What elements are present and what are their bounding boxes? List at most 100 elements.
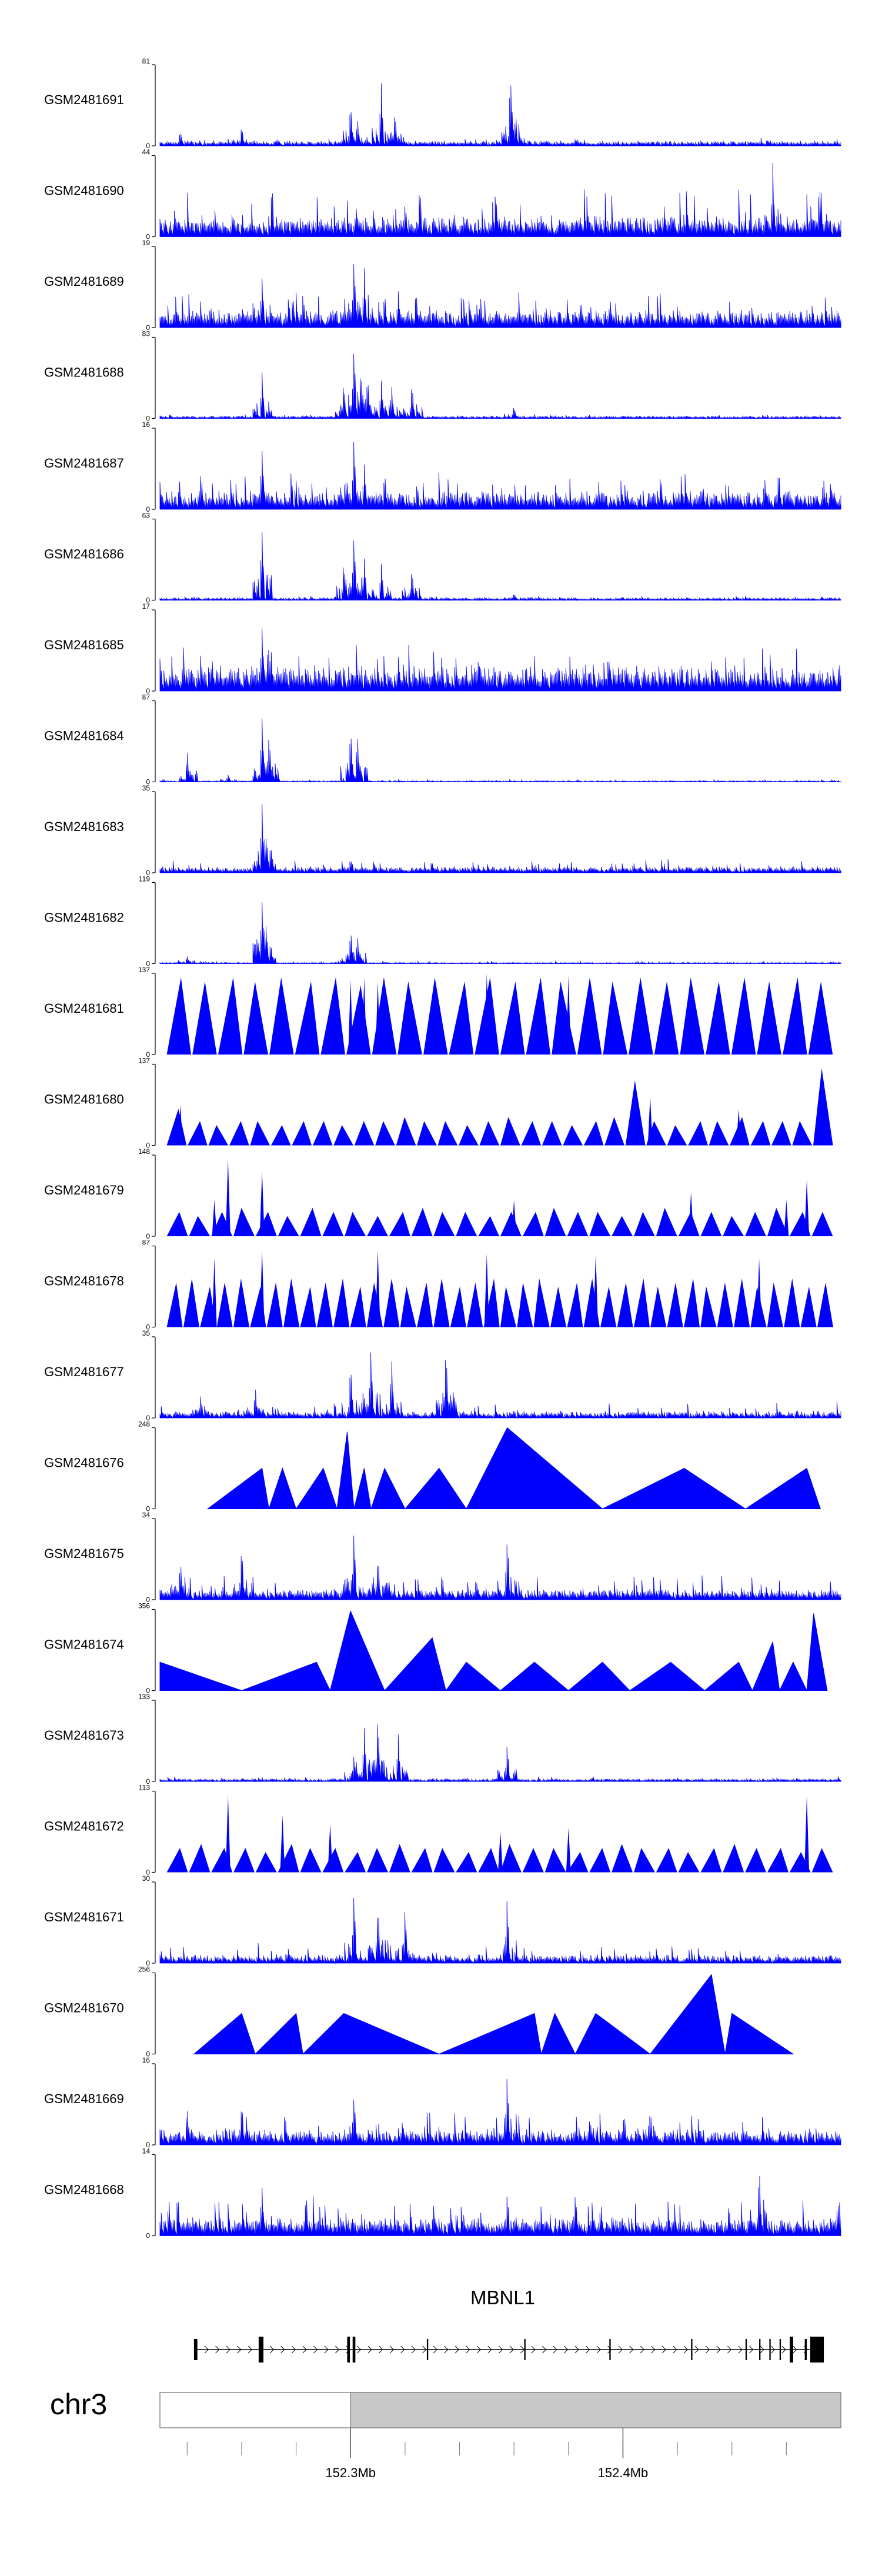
strand-arrow [302, 2345, 307, 2354]
y-min-label: 0 [146, 505, 150, 513]
track-GSM2481681: GSM2481681 137 0 [44, 966, 833, 1059]
signal-area [159, 353, 841, 420]
signal-spike [647, 1096, 653, 1146]
strand-arrow [455, 2345, 459, 2354]
strand-arrow [487, 2345, 492, 2354]
signal-area [159, 1610, 828, 1692]
track-GSM2481676: GSM2481676 248 0 [44, 1420, 821, 1513]
signal-area [159, 628, 841, 692]
signal-spike [804, 1179, 810, 1236]
y-max-label: 87 [142, 1239, 151, 1247]
strand-arrow [226, 2345, 230, 2354]
y-min-label: 0 [146, 2050, 150, 2058]
strand-arrow [389, 2345, 394, 2354]
signal-spike [212, 1258, 217, 1327]
track-name-label: GSM2481671 [44, 1910, 124, 1924]
y-min-label: 0 [146, 1142, 150, 1150]
exon [347, 2337, 350, 2363]
signal-spike [225, 1159, 230, 1236]
signal-spike [259, 1250, 265, 1327]
signal-area [159, 902, 841, 965]
signal-spike [804, 1795, 810, 1873]
track-name-label: GSM2481691 [44, 92, 124, 107]
track-name-label: GSM2481680 [44, 1092, 124, 1107]
strand-arrow [694, 2345, 699, 2354]
exon [759, 2339, 761, 2360]
signal-area [159, 1535, 841, 1601]
y-min-label: 0 [146, 778, 150, 786]
strand-arrow [749, 2345, 754, 2354]
exon [426, 2339, 429, 2360]
exon [609, 2339, 611, 2360]
strand-arrow [313, 2345, 318, 2354]
strand-arrow [280, 2345, 285, 2354]
x-tick-label: 152.3Mb [325, 2465, 376, 2480]
y-max-label: 44 [142, 148, 151, 156]
exon [769, 2339, 771, 2360]
track-name-label: GSM2481668 [44, 2183, 124, 2197]
strand-arrow [651, 2345, 656, 2354]
track-GSM2481673: GSM2481673 133 0 [44, 1693, 841, 1786]
y-min-label: 0 [146, 1777, 150, 1786]
track-GSM2481678: GSM2481678 87 0 [44, 1239, 833, 1332]
signal-area [193, 1974, 794, 2055]
strand-arrow [324, 2345, 329, 2354]
y-min-label: 0 [146, 2232, 150, 2240]
y-min-label: 0 [146, 687, 150, 695]
signal-area [159, 162, 841, 237]
signal-spike [178, 1105, 183, 1146]
strand-arrow [738, 2345, 743, 2354]
track-name-label: GSM2481686 [44, 547, 124, 562]
track-name-label: GSM2481677 [44, 1364, 124, 1379]
track-name-label: GSM2481676 [44, 1456, 124, 1470]
strand-arrow [586, 2345, 590, 2354]
track-name-label: GSM2481687 [44, 456, 124, 471]
track-GSM2481674: GSM2481674 356 0 [44, 1602, 828, 1695]
y-min-label: 0 [146, 1232, 150, 1240]
track-name-label: GSM2481674 [44, 1637, 124, 1652]
signal-spike [566, 1827, 571, 1873]
y-min-label: 0 [146, 1959, 150, 1967]
y-max-label: 356 [138, 1602, 150, 1610]
signal-spike [375, 1250, 380, 1327]
strand-arrow [400, 2345, 405, 2354]
y-min-label: 0 [146, 1505, 150, 1513]
track-GSM2481682: GSM2481682 119 0 [44, 875, 841, 968]
signal-spike [689, 1192, 694, 1236]
y-max-label: 148 [138, 1147, 150, 1156]
y-max-label: 81 [142, 57, 151, 65]
strand-arrow [531, 2345, 536, 2354]
signal-area [159, 1897, 841, 1964]
signal-area [159, 83, 841, 147]
signal-area [159, 803, 841, 874]
strand-arrow [476, 2345, 481, 2354]
x-tick-label: 152.4Mb [598, 2465, 649, 2480]
track-GSM2481691: GSM2481691 81 0 [44, 57, 841, 150]
exon [691, 2339, 693, 2360]
strand-arrow [771, 2345, 776, 2354]
signal-spike [736, 1109, 741, 1146]
strand-arrow [335, 2345, 340, 2354]
y-max-label: 87 [142, 693, 151, 702]
strand-arrow [662, 2345, 666, 2354]
y-max-label: 137 [138, 966, 150, 974]
y-min-label: 0 [146, 960, 150, 968]
exon [352, 2337, 356, 2363]
strand-arrow [444, 2345, 449, 2354]
track-name-label: GSM2481689 [44, 274, 124, 289]
signal-area [160, 1207, 833, 1236]
track-name-label: GSM2481684 [44, 729, 124, 743]
strand-arrow [781, 2345, 786, 2354]
track-GSM2481669: GSM2481669 16 0 [44, 2056, 841, 2149]
strand-arrow [498, 2345, 503, 2354]
chromosome-axis: chr3 152.3Mb 152.4Mb [50, 2388, 841, 2480]
y-max-label: 113 [139, 1784, 150, 1792]
track-GSM2481686: GSM2481686 63 0 [44, 512, 841, 605]
signal-spike [382, 977, 387, 1055]
strand-arrow [466, 2345, 470, 2354]
strand-arrow [237, 2345, 242, 2354]
strand-arrow [422, 2345, 427, 2354]
signal-area [160, 1844, 833, 1873]
strand-arrow [291, 2345, 296, 2354]
signal-area [159, 2078, 841, 2145]
